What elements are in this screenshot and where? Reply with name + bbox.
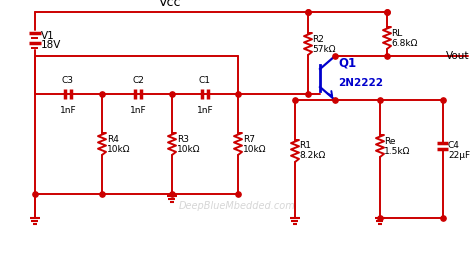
Text: C1: C1: [199, 76, 211, 85]
Text: R3: R3: [177, 134, 189, 144]
Text: 1nF: 1nF: [197, 106, 213, 115]
Text: C2: C2: [132, 76, 144, 85]
Text: 1.5kΩ: 1.5kΩ: [384, 146, 410, 155]
Text: Vout: Vout: [446, 51, 469, 61]
Text: 10kΩ: 10kΩ: [243, 144, 266, 154]
Text: 8.2kΩ: 8.2kΩ: [299, 152, 325, 161]
Text: 10kΩ: 10kΩ: [177, 144, 201, 154]
Text: R2: R2: [312, 35, 324, 44]
Text: 57kΩ: 57kΩ: [312, 45, 336, 54]
Text: 18V: 18V: [41, 40, 61, 50]
Text: V1: V1: [41, 31, 55, 41]
Text: C4: C4: [448, 142, 460, 151]
Text: Q1: Q1: [338, 57, 356, 69]
Text: 6.8kΩ: 6.8kΩ: [391, 38, 418, 48]
Text: 22μF: 22μF: [448, 152, 470, 161]
Text: R4: R4: [107, 134, 119, 144]
Text: C3: C3: [62, 76, 74, 85]
Text: Vcc: Vcc: [159, 0, 181, 9]
Text: 2N2222: 2N2222: [338, 78, 383, 88]
Text: RL: RL: [391, 28, 402, 37]
Text: DeepBlueMbedded.com: DeepBlueMbedded.com: [179, 201, 295, 211]
Text: R7: R7: [243, 134, 255, 144]
Text: 1nF: 1nF: [130, 106, 146, 115]
Text: 1nF: 1nF: [60, 106, 76, 115]
Text: 10kΩ: 10kΩ: [107, 144, 130, 154]
Text: Re: Re: [384, 136, 395, 145]
Text: R1: R1: [299, 142, 311, 151]
